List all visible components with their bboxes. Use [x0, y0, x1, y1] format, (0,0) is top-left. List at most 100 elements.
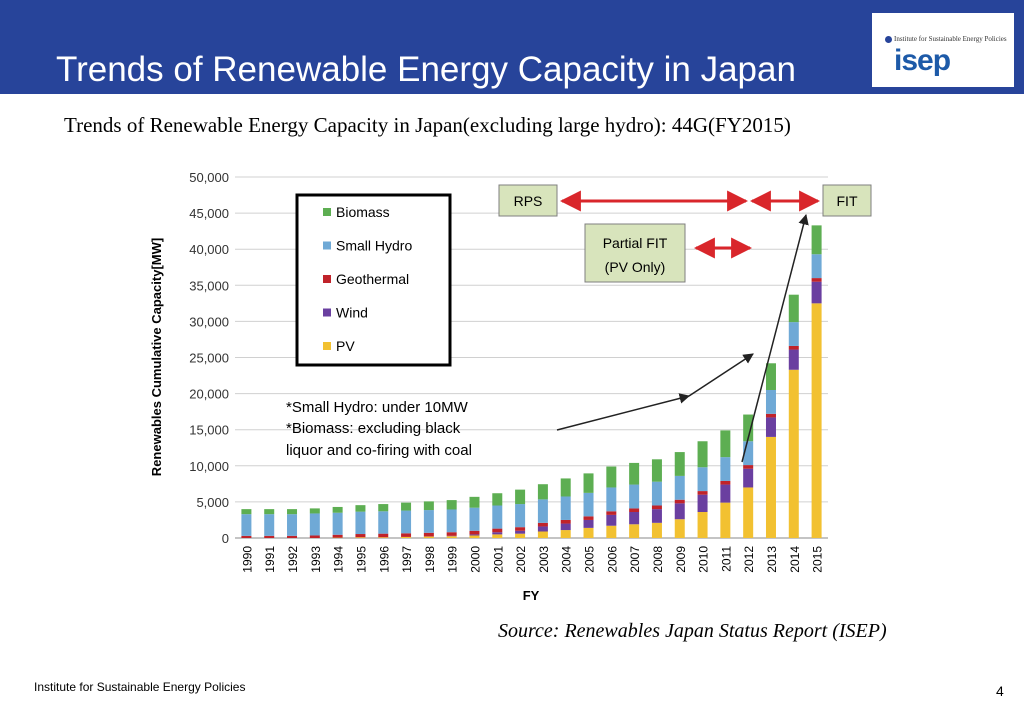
growth-arrow-lower — [688, 353, 754, 397]
bar-biomass-1998 — [423, 501, 434, 511]
note-line-1: *Small Hydro: under 10MW — [286, 399, 469, 416]
bar-geothermal-2007 — [629, 508, 640, 513]
rps-label: RPS — [514, 193, 543, 209]
bar-small-hydro-2013 — [765, 389, 776, 414]
legend: Biomass Small Hydro Geothermal Wind PV — [295, 193, 452, 367]
legend-swatch — [323, 275, 331, 283]
y-tick-label: 5,000 — [196, 495, 229, 510]
note-pointer-arrow — [556, 393, 691, 431]
bar-small-hydro-1997 — [401, 510, 412, 534]
x-tick-label: 2015 — [811, 546, 825, 573]
isep-logo: Institute for Sustainable Energy Policie… — [872, 13, 1014, 87]
x-tick-label: 1994 — [332, 546, 346, 573]
bar-geothermal-1992 — [287, 535, 298, 538]
bar-biomass-2009 — [674, 452, 685, 476]
legend-label: Wind — [336, 305, 368, 321]
footnote-annotation: *Small Hydro: under 10MW *Biomass: exclu… — [286, 399, 472, 459]
bar-small-hydro-2004 — [560, 496, 571, 520]
note-line-2: *Biomass: excluding black — [286, 420, 461, 437]
bar-geothermal-1997 — [401, 533, 412, 537]
bar-pv-2008 — [651, 522, 662, 538]
bar-small-hydro-1996 — [378, 511, 389, 534]
bar-biomass-1993 — [309, 508, 320, 514]
bar-biomass-1999 — [446, 500, 457, 510]
bar-geothermal-1998 — [423, 532, 434, 537]
bar-wind-2007 — [629, 512, 640, 525]
bar-geothermal-2011 — [720, 480, 731, 485]
x-tick-label: 2006 — [605, 546, 619, 573]
bar-pv-2007 — [629, 524, 640, 538]
bar-pv-1998 — [423, 536, 434, 538]
bar-small-hydro-2008 — [651, 481, 662, 506]
legend-label: Biomass — [336, 204, 390, 220]
bar-biomass-2003 — [537, 484, 548, 500]
logo-dot-icon — [885, 36, 892, 43]
bar-pv-2005 — [583, 527, 594, 538]
bar-biomass-2015 — [811, 225, 822, 255]
x-tick-label: 1993 — [309, 546, 323, 573]
x-tick-label: 2000 — [468, 546, 482, 573]
bar-biomass-1994 — [332, 506, 343, 513]
bar-wind-2012 — [743, 468, 754, 488]
legend-swatch — [323, 241, 331, 250]
bar-geothermal-2009 — [674, 499, 685, 504]
bar-small-hydro-2002 — [515, 504, 526, 528]
x-tick-label: 2013 — [765, 546, 779, 573]
bar-wind-2001 — [492, 532, 503, 535]
bar-geothermal-2005 — [583, 516, 594, 520]
bar-pv-2001 — [492, 534, 503, 538]
bars — [241, 225, 822, 538]
bar-geothermal-2008 — [651, 505, 662, 510]
bar-geothermal-2003 — [537, 522, 548, 527]
x-tick-label: 2014 — [788, 546, 802, 573]
header-bar — [0, 0, 1024, 94]
bar-geothermal-1990 — [241, 535, 252, 538]
legend-label: PV — [336, 338, 355, 354]
bar-wind-2003 — [537, 526, 548, 532]
y-axis-label: Renewables Cumulative Capacity[MW] — [149, 238, 164, 476]
x-tick-label: 2010 — [697, 546, 711, 573]
bar-wind-2002 — [515, 530, 526, 534]
bar-small-hydro-2015 — [811, 254, 822, 279]
x-tick-label: 1991 — [263, 546, 277, 573]
x-tick-label: 2003 — [537, 546, 551, 573]
x-tick-label: 2011 — [719, 546, 733, 572]
x-tick-label: 2005 — [583, 546, 597, 573]
bar-biomass-2005 — [583, 473, 594, 493]
y-tick-label: 30,000 — [189, 314, 229, 329]
bar-small-hydro-2010 — [697, 467, 708, 492]
bar-biomass-2007 — [629, 462, 640, 485]
x-tick-label: 2008 — [651, 546, 665, 573]
bar-biomass-2000 — [469, 496, 480, 508]
x-tick-label: 1997 — [400, 546, 414, 573]
bar-biomass-2011 — [720, 430, 731, 458]
bar-wind-2009 — [674, 503, 685, 520]
bar-geothermal-2000 — [469, 530, 480, 535]
bar-pv-2011 — [720, 502, 731, 538]
y-tick-label: 35,000 — [189, 278, 229, 293]
x-tick-label: 1995 — [354, 546, 368, 573]
legend-label: Geothermal — [336, 271, 409, 287]
x-tick-label: 2004 — [560, 546, 574, 573]
bar-biomass-2010 — [697, 441, 708, 468]
bar-pv-2009 — [674, 519, 685, 538]
bar-geothermal-2002 — [515, 527, 526, 531]
fit-box: FIT — [822, 184, 872, 217]
bar-geothermal-2006 — [606, 511, 617, 515]
y-tick-label: 0 — [222, 531, 229, 546]
x-tick-label: 2009 — [674, 546, 688, 573]
y-tick-label: 45,000 — [189, 206, 229, 221]
bar-pv-2006 — [606, 525, 617, 538]
chart-subtitle: Trends of Renewable Energy Capacity in J… — [64, 113, 791, 137]
bar-wind-2011 — [720, 484, 731, 503]
bar-geothermal-2013 — [765, 413, 776, 418]
bar-small-hydro-2009 — [674, 475, 685, 500]
y-tick-label: 20,000 — [189, 387, 229, 402]
bar-biomass-2006 — [606, 466, 617, 488]
growth-arrow-upper — [741, 213, 809, 463]
bar-small-hydro-2011 — [720, 457, 731, 481]
bar-small-hydro-1994 — [332, 512, 343, 535]
bar-biomass-1996 — [378, 504, 389, 512]
bar-geothermal-1991 — [264, 535, 275, 538]
logo-tagline: Institute for Sustainable Energy Policie… — [894, 35, 1007, 43]
